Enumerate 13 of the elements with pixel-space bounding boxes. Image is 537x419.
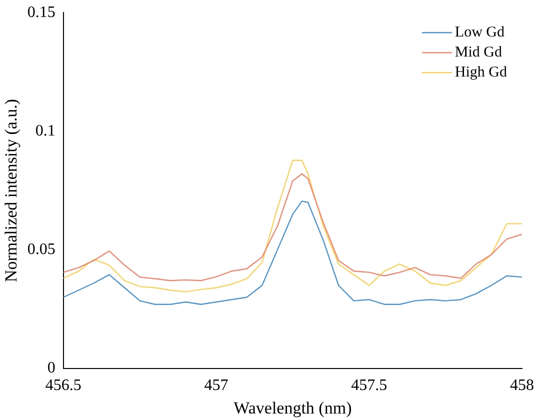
legend-label: Low Gd [454,24,505,41]
y-tick-label: 0.05 [27,241,56,258]
x-axis-title: Wavelength (nm) [234,398,352,418]
x-tick-label: 457.5 [351,377,388,394]
y-tick-label: 0.15 [27,4,56,21]
legend-label: High Gd [454,64,508,81]
y-axis-title: Normalized intensity (a.u.) [2,98,21,282]
x-tick-label: 457 [204,377,228,394]
y-tick-label: 0 [47,360,56,377]
y-tick-label: 0.1 [35,122,56,140]
x-tick-label: 458 [510,377,534,394]
x-tick-label: 456.5 [45,377,82,394]
legend-label: Mid Gd [454,44,503,61]
